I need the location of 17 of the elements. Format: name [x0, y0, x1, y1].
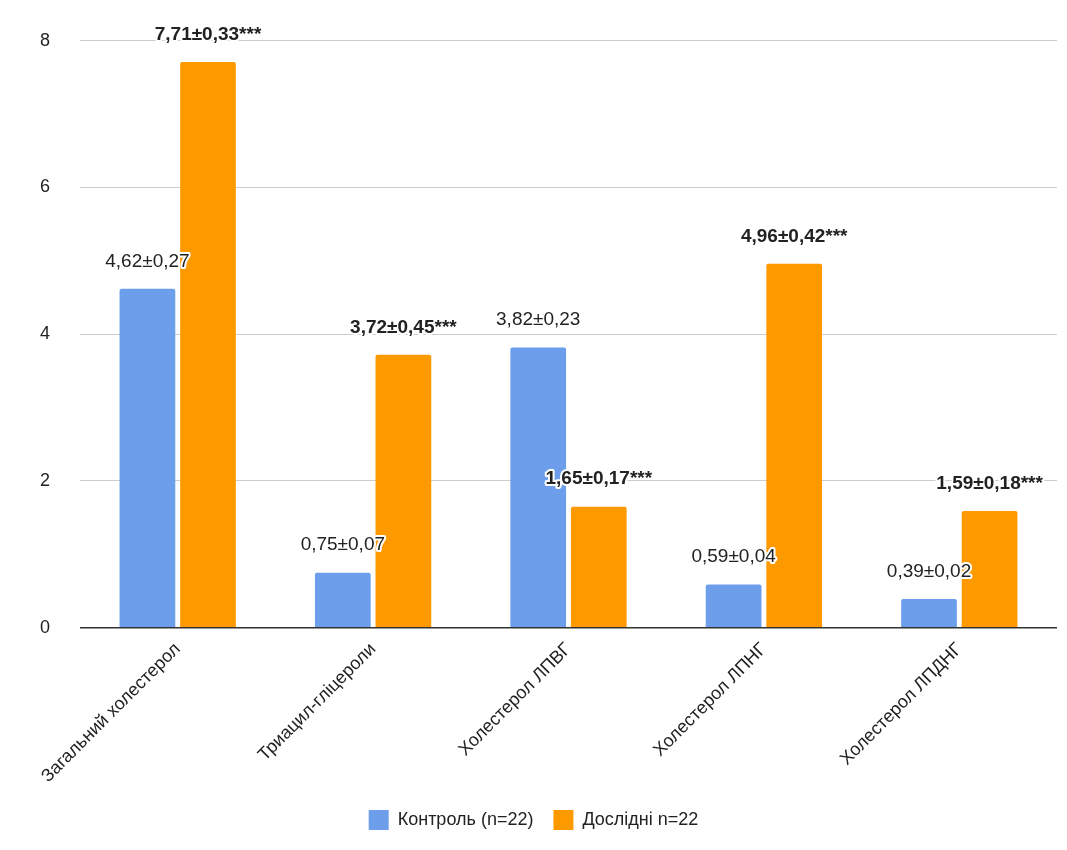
data-label: 1,59±0,18*** [936, 471, 1044, 493]
y-tick-label: 4 [40, 323, 51, 344]
data-label: 4,96±0,42*** [740, 224, 849, 246]
bar [119, 288, 176, 627]
data-label: 3,72±0,45*** [350, 315, 458, 337]
data-label: 3,82±0,23 [496, 308, 581, 330]
legend-label: Контроль (n=22) [397, 808, 534, 829]
legend-label: Дослідні n=22 [582, 808, 699, 829]
y-tick-label: 8 [40, 29, 51, 50]
bar [570, 506, 627, 627]
bar [705, 584, 762, 627]
y-tick-label: 6 [40, 176, 51, 197]
bar [314, 572, 371, 627]
bar [901, 599, 957, 627]
y-tick-label: 2 [40, 469, 51, 490]
data-label: 7,71±0,33*** [154, 22, 262, 44]
y-tick-label: 0 [40, 616, 51, 637]
